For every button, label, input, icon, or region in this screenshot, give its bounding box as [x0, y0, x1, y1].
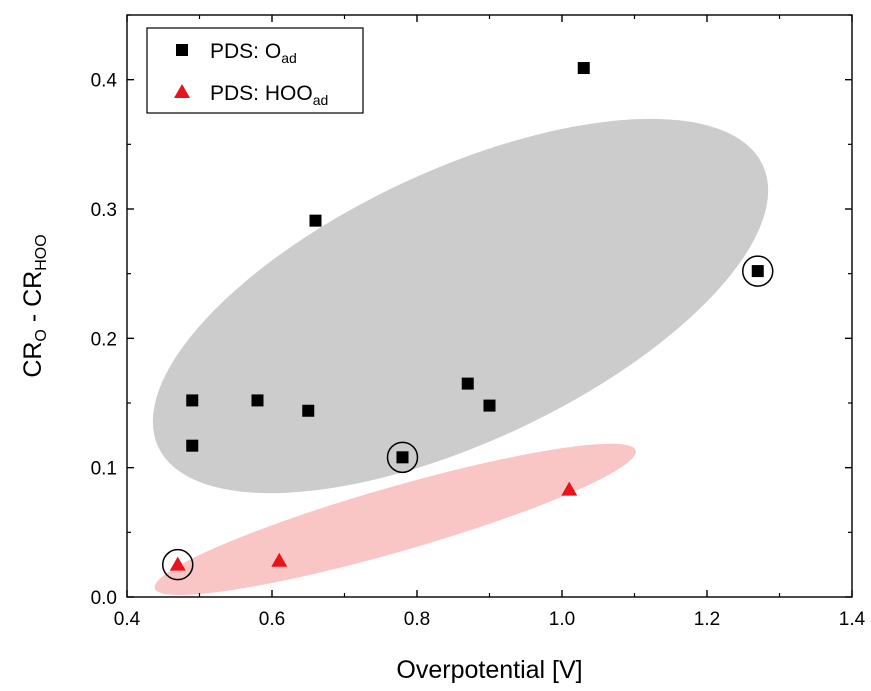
- legend-box: [146, 27, 364, 114]
- x-tick-label: 0.4: [114, 609, 141, 630]
- region-ellipse-1: [152, 118, 769, 494]
- data-point-o-ad: [396, 451, 409, 464]
- legend-label-sub: ad: [313, 92, 329, 108]
- x-axis-title: Overpotential [V]: [396, 656, 582, 684]
- y-axis-title-part: O: [33, 329, 50, 341]
- y-axis-title-text: CRO - CRHOO: [19, 234, 50, 377]
- y-tick-label: 0.2: [91, 329, 117, 350]
- legend-marker: [176, 44, 188, 56]
- data-point-o-ad: [186, 394, 199, 407]
- data-point-o-ad: [751, 265, 764, 278]
- y-axis-title-part: CR: [19, 342, 47, 378]
- x-tick-label: 0.8: [404, 609, 430, 630]
- data-point-o-ad: [309, 214, 322, 227]
- x-tick-label: 0.6: [259, 609, 285, 630]
- highlight-circle: [742, 255, 774, 287]
- legend-label-sub: ad: [281, 50, 297, 66]
- legend-label: PDS: HOOad: [210, 82, 328, 108]
- highlight-circle: [386, 441, 419, 474]
- data-point-o-ad: [302, 404, 315, 417]
- data-point-o-ad: [186, 439, 199, 452]
- y-tick-label: 0.0: [91, 588, 117, 609]
- highlight-regions: [152, 118, 769, 596]
- x-tick-label: 1.4: [839, 609, 866, 630]
- x-tick-label: 1.0: [549, 609, 575, 630]
- data-point-hoo-ad: [169, 556, 186, 571]
- data-point-o-ad: [577, 62, 590, 75]
- data-points: [162, 62, 774, 581]
- data-point-o-ad: [251, 394, 264, 407]
- y-tick-label: 0.4: [91, 71, 118, 92]
- data-point-o-ad: [483, 399, 496, 412]
- y-tick-label: 0.1: [91, 459, 117, 480]
- legend-label-main: PDS: O: [210, 40, 281, 63]
- legend-marker: [174, 84, 190, 98]
- y-tick-label: 0.3: [91, 200, 117, 221]
- axes: 0.4 0.6 0.8 1.0 1.2 1.4 0.0 0.1 0.2 0.3 0.4 Overpot…: [19, 14, 866, 684]
- data-point-hoo-ad: [561, 481, 578, 496]
- y-axis-title-part: HOO: [33, 234, 50, 270]
- region-ellipse-2: [154, 443, 636, 596]
- x-tick-label: 1.2: [694, 609, 720, 630]
- data-point-o-ad: [461, 377, 474, 390]
- y-axis-title: CRO - CRHOO: [19, 234, 50, 377]
- legend-label-main: PDS: HOO: [210, 82, 313, 105]
- y-axis-title-part: - CR: [19, 271, 47, 329]
- data-point-hoo-ad: [271, 552, 288, 567]
- highlight-circle: [162, 548, 194, 581]
- legend-label: PDS: Oad: [210, 40, 297, 66]
